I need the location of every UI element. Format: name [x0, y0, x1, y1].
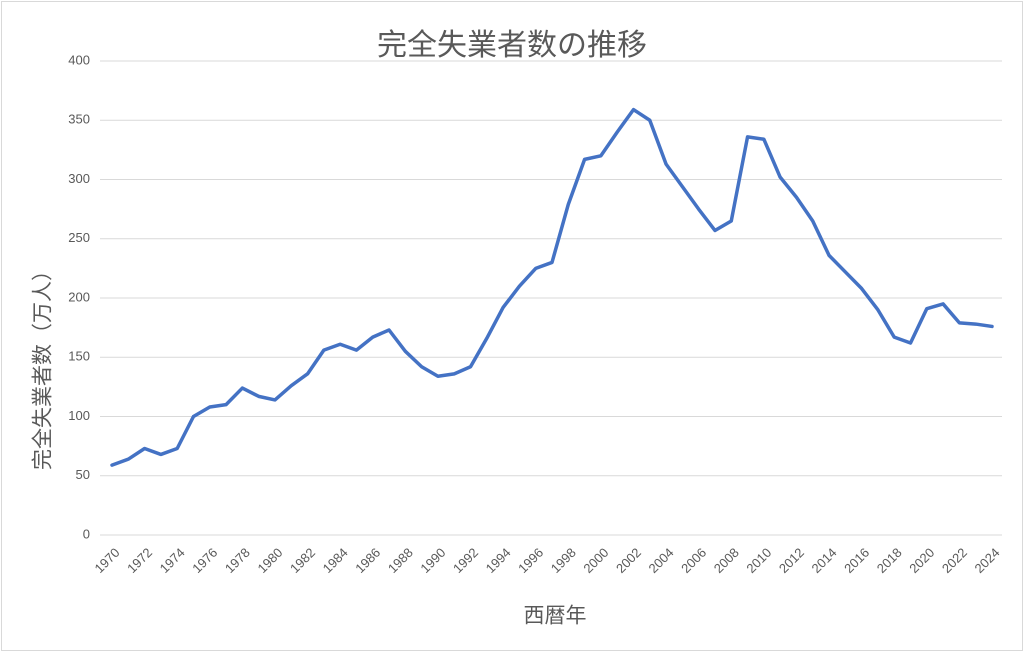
data-line — [110, 107, 994, 467]
chart-title: 完全失業者数の推移 — [377, 29, 647, 62]
y-tick-label: 150 — [68, 349, 90, 364]
y-tick-label: 200 — [68, 289, 90, 304]
y-tick-label: 0 — [83, 526, 90, 541]
y-tick-label: 350 — [68, 112, 90, 127]
y-tick-label: 400 — [68, 52, 90, 67]
y-tick-label: 100 — [68, 408, 90, 423]
y-axis-label: 完全失業者数（万人） — [32, 260, 55, 470]
y-tick-label: 50 — [76, 467, 90, 482]
y-tick-label: 300 — [68, 171, 90, 186]
x-axis-label: 西暦年 — [524, 605, 587, 628]
y-tick-label: 250 — [68, 230, 90, 245]
